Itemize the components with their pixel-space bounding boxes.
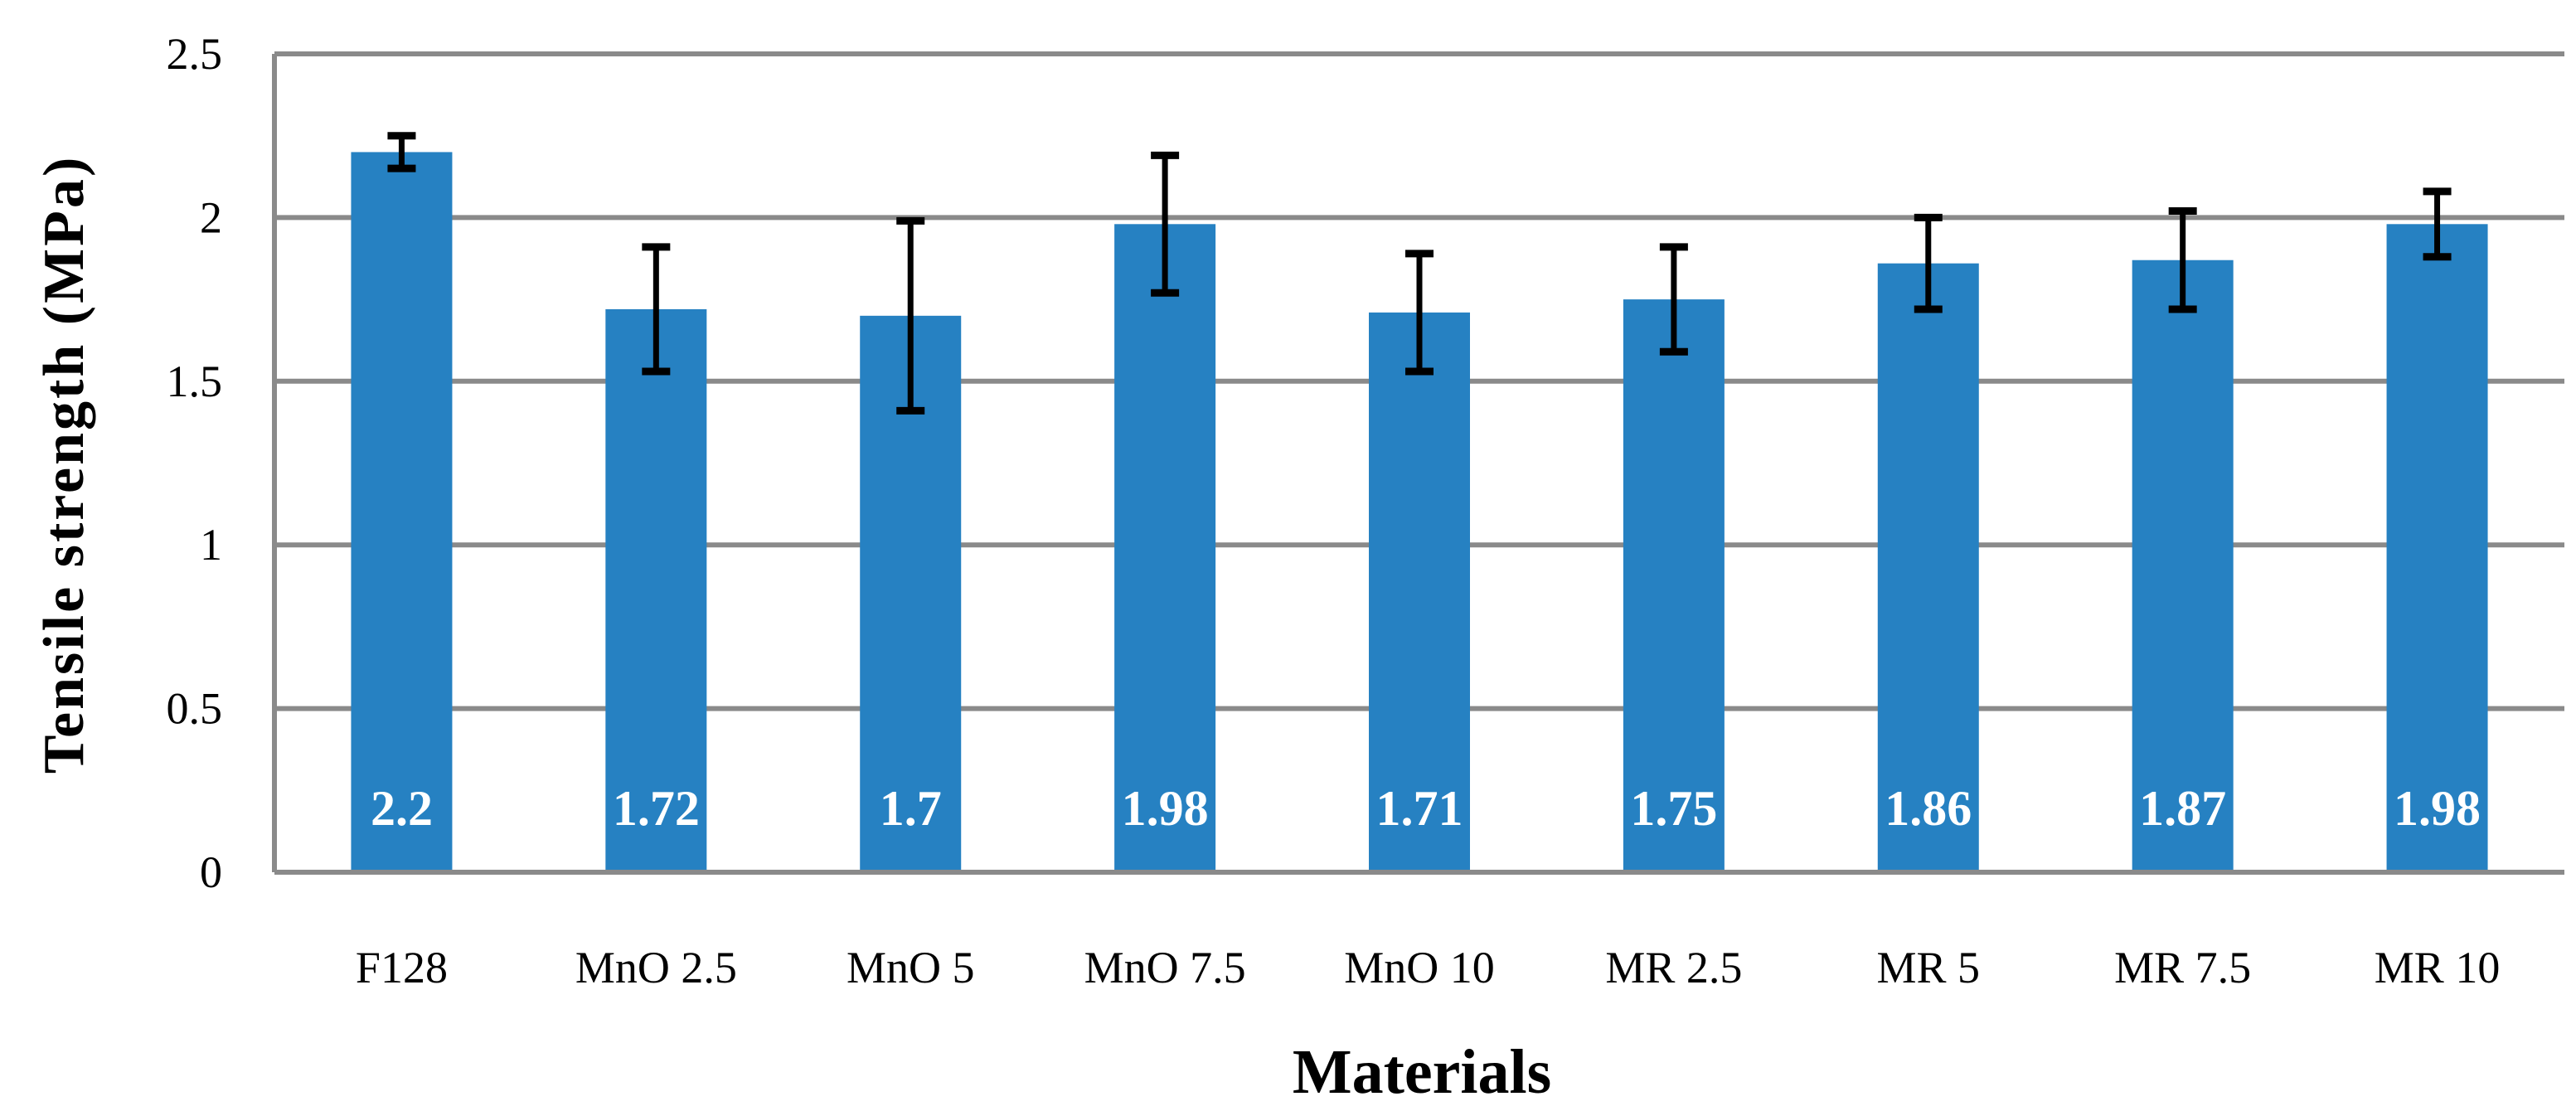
x-category-label: MnO 7.5 xyxy=(1084,943,1246,992)
y-tick-label: 0.5 xyxy=(167,684,223,734)
data-label: 1.98 xyxy=(1122,781,1209,836)
data-label: 1.86 xyxy=(1885,781,1972,836)
x-category-label: MR 5 xyxy=(1877,943,1981,992)
x-axis-title: Materials xyxy=(1293,1037,1551,1107)
data-label: 1.75 xyxy=(1630,781,1717,836)
y-axis-ticks: 0 0.5 1 1.5 2 2.5 xyxy=(167,29,223,897)
data-label: 1.72 xyxy=(613,781,700,836)
data-label: 2.2 xyxy=(371,781,433,836)
y-tick-label: 0 xyxy=(200,847,222,897)
bar xyxy=(2386,224,2488,872)
bars xyxy=(351,152,2488,873)
bar xyxy=(605,308,707,873)
x-category-label: F128 xyxy=(356,943,448,992)
bar xyxy=(351,152,453,872)
bar xyxy=(1369,312,1470,873)
x-category-label: MR 10 xyxy=(2375,943,2501,992)
x-category-label: MR 7.5 xyxy=(2114,943,2251,992)
bar xyxy=(1877,263,1979,872)
data-label: 1.71 xyxy=(1376,781,1463,836)
x-axis-categories: F128 MnO 2.5 MnO 5 MnO 7.5 MnO 10 MR 2.5 MR 5 M… xyxy=(356,943,2500,992)
bar xyxy=(1114,224,1216,872)
y-tick-label: 1.5 xyxy=(167,357,223,406)
bar xyxy=(2132,260,2234,872)
x-category-label: MnO 2.5 xyxy=(575,943,737,992)
data-label: 1.98 xyxy=(2394,781,2481,836)
x-category-label: MnO 10 xyxy=(1344,943,1495,992)
bar xyxy=(1623,299,1725,873)
y-tick-label: 2 xyxy=(200,192,222,242)
data-label: 1.87 xyxy=(2139,781,2226,836)
data-label: 1.7 xyxy=(880,781,942,836)
error-bars xyxy=(387,132,2452,415)
x-category-label: MR 2.5 xyxy=(1605,943,1742,992)
y-tick-label: 1 xyxy=(200,520,222,570)
y-axis-title: Tensile strength (MPa) xyxy=(32,155,96,774)
y-tick-label: 2.5 xyxy=(167,29,223,79)
data-labels: 2.2 1.72 1.7 1.98 1.71 1.75 1.86 1.87 1.98 xyxy=(274,781,2564,875)
x-category-label: MnO 5 xyxy=(847,943,975,992)
